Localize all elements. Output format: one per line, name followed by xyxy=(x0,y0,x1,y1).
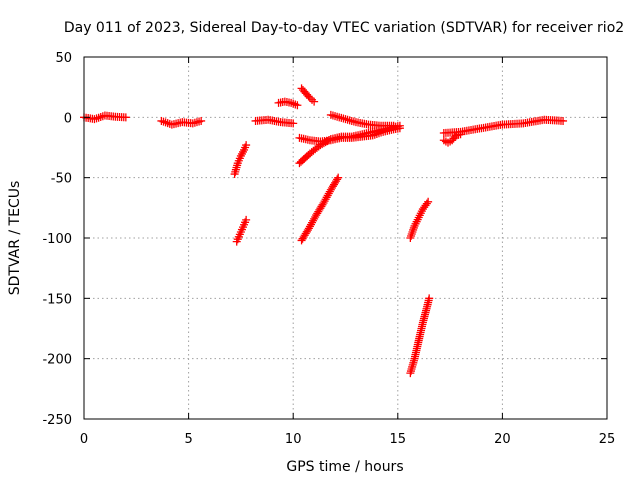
data-point xyxy=(197,116,206,125)
data-point xyxy=(409,225,418,234)
x-tick-label: 15 xyxy=(390,432,407,447)
data-point xyxy=(316,141,325,150)
data-point xyxy=(323,137,332,146)
data-point xyxy=(242,141,251,150)
data-point xyxy=(406,234,415,242)
y-tick-label: -150 xyxy=(42,292,72,307)
data-point xyxy=(242,215,251,224)
data-point xyxy=(559,116,568,125)
y-tick-label: 50 xyxy=(55,51,72,66)
data-point xyxy=(409,223,418,232)
y-axis-title: SDTVAR / TECUs xyxy=(7,181,23,296)
data-point xyxy=(321,138,330,147)
ticks: 0 5 10 15 20 25 50 0 -50 -100 -150 -200 -250 xyxy=(42,51,615,447)
data-point xyxy=(310,97,319,106)
data-point xyxy=(389,121,398,130)
x-tick-label: 5 xyxy=(184,432,192,447)
data-point xyxy=(319,139,328,148)
data-points xyxy=(80,84,568,378)
y-tick-label: -50 xyxy=(51,172,72,187)
x-tick-label: 0 xyxy=(80,432,88,447)
data-point xyxy=(238,147,247,156)
x-tick-label: 20 xyxy=(494,432,511,447)
data-point xyxy=(407,229,416,238)
data-point xyxy=(293,101,302,110)
data-point xyxy=(424,197,433,206)
data-point xyxy=(291,100,300,109)
grid xyxy=(84,57,607,419)
y-tick-label: 0 xyxy=(64,111,72,126)
data-point xyxy=(422,199,431,208)
data-point xyxy=(325,136,334,145)
data-point xyxy=(425,294,434,303)
y-tick-label: -250 xyxy=(42,413,72,428)
data-point xyxy=(407,231,416,240)
data-point xyxy=(304,92,313,101)
data-point xyxy=(333,175,342,184)
data-point xyxy=(121,113,130,122)
data-point xyxy=(289,99,298,108)
y-tick-label: -100 xyxy=(42,232,72,247)
y-tick-label: -200 xyxy=(42,353,72,368)
chart-title: Day 011 of 2023, Sidereal Day-to-day VTE… xyxy=(64,20,624,36)
data-point xyxy=(334,173,343,182)
data-point xyxy=(408,227,417,236)
x-axis-title: GPS time / hours xyxy=(286,459,403,475)
data-point xyxy=(236,151,245,160)
x-tick-label: 25 xyxy=(599,432,616,447)
data-point xyxy=(318,140,327,149)
data-point xyxy=(289,119,298,128)
x-tick-label: 10 xyxy=(285,432,302,447)
data-point xyxy=(237,149,246,158)
